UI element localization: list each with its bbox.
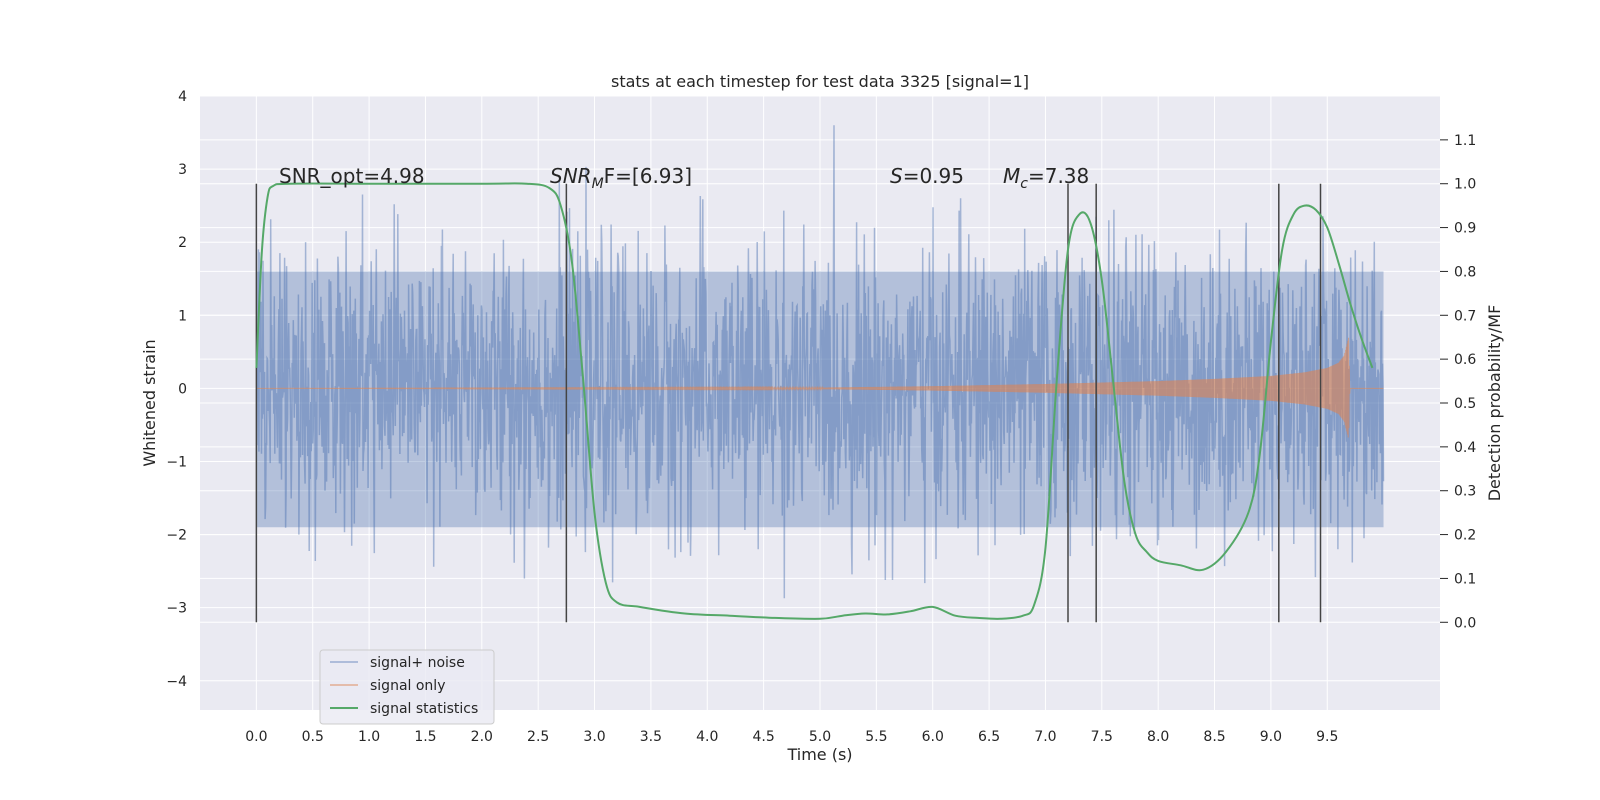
y-tick-label-right: 0.8 [1454, 264, 1476, 280]
x-tick-label: 4.5 [753, 729, 775, 745]
x-tick-label: 2.0 [471, 729, 493, 745]
x-tick-label: 5.0 [809, 729, 831, 745]
legend-label-signal: signal only [370, 678, 445, 694]
y-tick-label-right: 0.5 [1454, 396, 1476, 412]
y-axis-label-left: Whitened strain [140, 339, 159, 466]
x-tick-label: 1.0 [358, 729, 380, 745]
y-tick-label-left: 1 [178, 308, 187, 324]
legend: signal+ noise signal only signal statist… [319, 649, 495, 725]
y-tick-label-right: 0.7 [1454, 308, 1476, 324]
y-tick-label-left: 0 [178, 381, 187, 397]
legend-label-noise: signal+ noise [370, 655, 465, 671]
signal-chirp-line [256, 337, 1384, 438]
annotation-mc: Mc=7.38 [1003, 164, 1089, 192]
y-tick-label-right: 0.2 [1454, 528, 1476, 544]
y-tick-label-right: 0.0 [1454, 615, 1476, 631]
x-tick-label: 4.0 [696, 729, 718, 745]
y-tick-label-right: 0.6 [1454, 352, 1476, 368]
annotation-snr-opt: SNR_opt=4.98 [279, 164, 425, 188]
x-tick-label: 1.5 [414, 729, 436, 745]
series-signal-noise [255, 125, 1385, 599]
y-tick-label-right: 0.3 [1454, 484, 1476, 500]
y-tick-label-right: 0.4 [1454, 440, 1476, 456]
x-tick-label: 7.0 [1034, 729, 1056, 745]
x-tick-label: 9.5 [1316, 729, 1338, 745]
x-tick-label: 3.0 [583, 729, 605, 745]
y-tick-label-left: 2 [178, 235, 187, 251]
stats-curve [255, 182, 1374, 620]
x-tick-label: 7.5 [1091, 729, 1113, 745]
y-tick-label-left: −1 [166, 454, 187, 470]
series-signal-only [256, 337, 1384, 438]
y-tick-label-left: −3 [166, 601, 187, 617]
y-tick-label-right: 0.9 [1454, 221, 1476, 237]
x-tick-label: 8.5 [1203, 729, 1225, 745]
y-ticks-right: 0.0 0.1 0.2 0.3 0.4 0.5 0.6 0.7 0.8 0.9 1.0 1.1 [1440, 133, 1476, 631]
y-tick-label-left: −2 [166, 528, 187, 544]
series-signal-statistics [255, 182, 1374, 620]
x-axis-label: Time (s) [786, 745, 852, 764]
y-ticks-left: −4 −3 −2 −1 0 1 2 3 4 [166, 89, 187, 690]
x-tick-label: 6.0 [922, 729, 944, 745]
x-tick-label: 0.0 [245, 729, 267, 745]
y-tick-label-left: 3 [178, 162, 187, 178]
x-tick-label: 3.5 [640, 729, 662, 745]
chart-title: stats at each timestep for test data 332… [611, 72, 1029, 91]
x-tick-label: 5.5 [865, 729, 887, 745]
y-tick-label-left: −4 [166, 674, 187, 690]
legend-label-stats: signal statistics [370, 701, 478, 717]
x-tick-label: 6.5 [978, 729, 1000, 745]
y-tick-label-left: 4 [178, 89, 187, 105]
y-axis-label-right: Detection probability/MF [1485, 305, 1504, 502]
x-ticks: 0.0 0.5 1.0 1.5 2.0 2.5 3.0 3.5 4.0 4.5 5.0 5.5 6.0 6… [245, 729, 1338, 745]
vertical-markers [255, 183, 1322, 623]
y-tick-label-right: 1.0 [1454, 177, 1476, 193]
annotation-s: S=0.95 [890, 164, 964, 188]
x-tick-label: 2.5 [527, 729, 549, 745]
noise-dense-band [256, 271, 1384, 528]
x-tick-label: 0.5 [302, 729, 324, 745]
x-tick-label: 9.0 [1260, 729, 1282, 745]
grid [200, 95, 1440, 710]
y-tick-label-right: 1.1 [1454, 133, 1476, 149]
annotation-snr-mf: SNRMF=[6.93] [550, 164, 692, 192]
legend-box [319, 649, 495, 725]
y-tick-label-right: 0.1 [1454, 571, 1476, 587]
x-tick-label: 8.0 [1147, 729, 1169, 745]
